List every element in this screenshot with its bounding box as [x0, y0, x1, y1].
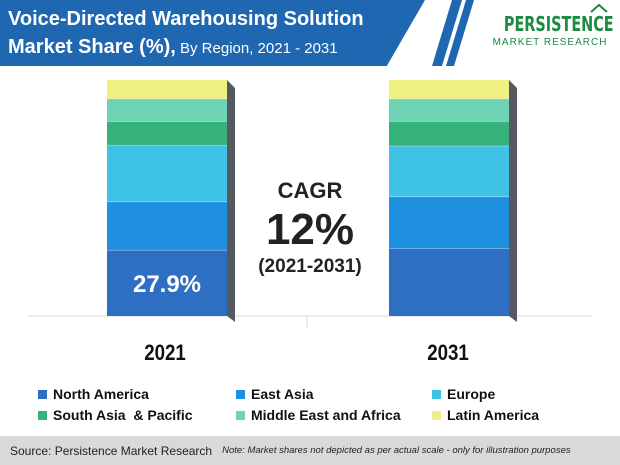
bar-segment-2021-latin-america	[107, 80, 227, 99]
bar-segment-2021-east-asia	[107, 201, 227, 251]
chart-subtitle: Market Share (%), By Region, 2021 - 2031	[8, 36, 338, 59]
x-tick-2021: 2021	[144, 340, 186, 365]
legend-item-middle-east-africa: Middle East and Africa	[236, 407, 401, 423]
footer: Source: Persistence Market Research Note…	[0, 436, 620, 465]
bar-segment-2031-north-america	[389, 248, 509, 316]
company-logo: PERSISTENCE MARKET RESEARCH	[486, 3, 614, 48]
chart-title: Voice-Directed Warehousing Solution	[8, 8, 364, 30]
bar-segment-2031-middle-east-and-africa	[389, 98, 509, 122]
logo-mark-icon	[590, 3, 608, 13]
bar-segment-2021-south-asia-pacific	[107, 121, 227, 146]
bar-segment-2031-east-asia	[389, 196, 509, 249]
bar-segment-2031-latin-america	[389, 80, 509, 99]
legend-item-europe: Europe	[432, 386, 495, 402]
bar-segment-2031-europe	[389, 146, 509, 197]
legend-swatch	[432, 410, 441, 420]
bar-side-shadow-2021	[227, 80, 235, 322]
subtitle-rest: By Region, 2021 - 2031	[175, 40, 338, 57]
legend-swatch	[38, 410, 47, 420]
cagr-label: CAGR	[277, 178, 343, 203]
cagr-period: (2021-2031)	[258, 256, 362, 277]
logo-subname: MARKET RESEARCH	[492, 37, 608, 48]
legend: North America East Asia Europe South Asi…	[0, 386, 620, 430]
legend-item-latin-america: Latin America	[432, 407, 539, 423]
bar-segment-2021-europe	[107, 145, 227, 202]
bar-side-shadow-2031	[509, 80, 517, 322]
bar-segment-2021-middle-east-and-africa	[107, 98, 227, 122]
banner-stripes	[432, 0, 474, 66]
source-text: Source: Persistence Market Research	[10, 443, 213, 458]
cagr-callout: CAGR 12% (2021-2031)	[240, 178, 380, 278]
legend-swatch	[38, 389, 47, 399]
title-banner	[0, 0, 425, 66]
bar-segment-2021-north-america	[107, 250, 227, 316]
cagr-value: 12%	[265, 205, 355, 254]
legend-item-east-asia: East Asia	[236, 386, 314, 402]
bar-segment-2031-south-asia-pacific	[389, 121, 509, 147]
legend-item-south-asia-pacific: South Asia & Pacific	[38, 407, 193, 423]
note-text: Note: Market shares not depicted as per …	[222, 445, 571, 456]
legend-swatch	[236, 410, 245, 420]
data-label-2021-north-america: 27.9%	[133, 271, 201, 298]
x-tick-2031: 2031	[427, 340, 469, 365]
subtitle-bold: Market Share (%),	[8, 36, 176, 58]
legend-item-north-america: North America	[38, 386, 149, 402]
legend-swatch	[432, 389, 441, 399]
logo-name: PERSISTENCE	[503, 12, 614, 36]
legend-swatch	[236, 389, 245, 399]
